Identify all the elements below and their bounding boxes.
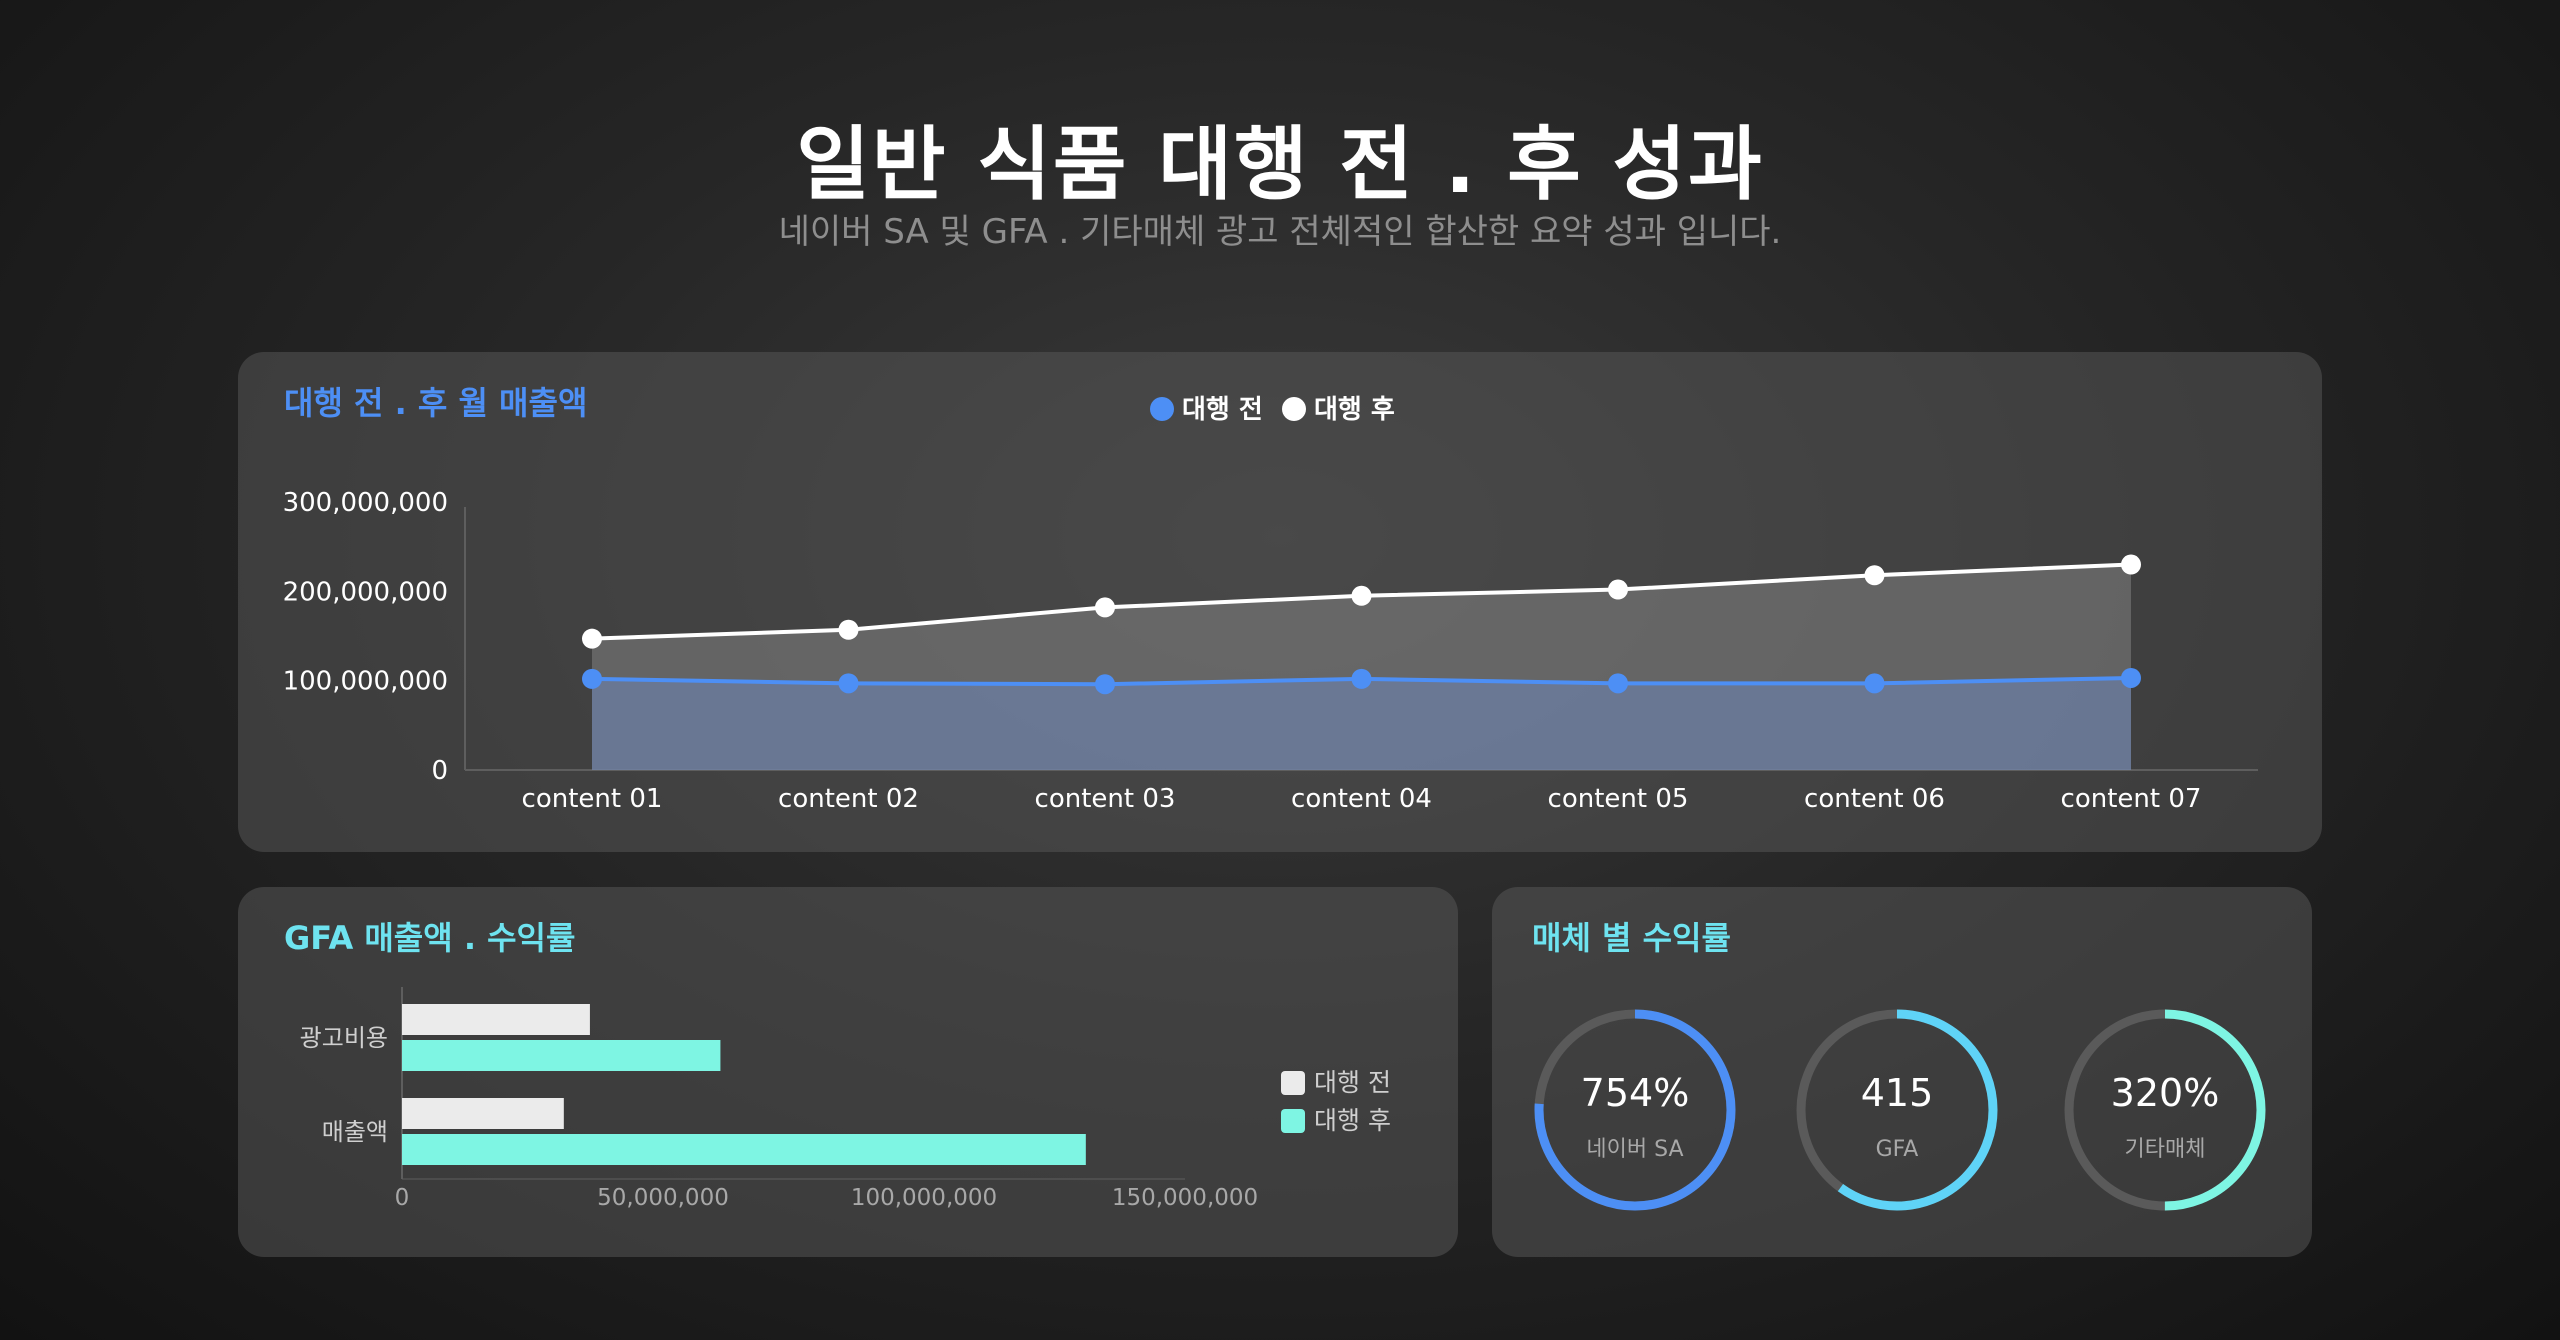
- before-point: [1095, 674, 1115, 695]
- donut-value: 415: [1861, 1071, 1934, 1115]
- y-tick-label: 0: [431, 756, 448, 786]
- y-tick-label: 100,000,000: [283, 667, 448, 697]
- bar-after: [402, 1040, 721, 1071]
- x-tick-label: content 05: [1548, 784, 1689, 814]
- after-point: [838, 619, 859, 640]
- media-roas-title: 매체 별 수익률: [1532, 919, 1731, 957]
- legend-before-label: 대행 전: [1182, 395, 1263, 425]
- after-point: [582, 628, 602, 649]
- monthly-revenue-panel: 대행 전 . 후 월 매출액 300,000,000 200,000,000 100…: [238, 352, 2322, 852]
- x-tick-label: content 04: [1291, 784, 1432, 814]
- after-point: [2121, 554, 2141, 575]
- y-tick-label: 200,000,000: [283, 577, 448, 607]
- before-point: [1608, 673, 1628, 694]
- bar-category-label: 매출액: [322, 1118, 388, 1146]
- bar-x-tick-label: 0: [395, 1185, 410, 1211]
- media-roas-chart: 754% 네이버 SA 415 GFA 320% 기타매체: [1534, 1009, 2266, 1211]
- page-title: 일반 식품 대행 전 . 후 성과: [796, 118, 1764, 211]
- bar-before: [402, 1004, 590, 1035]
- before-point: [2121, 667, 2141, 688]
- x-tick-label: content 07: [2061, 784, 2202, 814]
- after-point: [1608, 579, 1628, 600]
- bar-legend-before-label: 대행 전: [1314, 1068, 1391, 1097]
- donut-label: GFA: [1876, 1137, 1919, 1162]
- donut-arc: [1534, 1009, 1736, 1211]
- donut-arc: [1796, 1009, 1998, 1211]
- x-tick-label: content 03: [1035, 784, 1176, 814]
- donut-label: 기타매체: [2125, 1137, 2206, 1162]
- media-roas-panel: 매체 별 수익률 754% 네이버 SA 415 GFA 320% 기타매체: [1492, 887, 2312, 1257]
- x-tick-label: content 02: [778, 784, 919, 814]
- after-point: [1351, 585, 1372, 606]
- before-point: [838, 673, 859, 694]
- bar-x-tick-label: 50,000,000: [597, 1185, 729, 1211]
- gfa-revenue-title: GFA 매출액 . 수익률: [284, 919, 576, 957]
- bar-legend-before-marker: [1281, 1071, 1305, 1095]
- monthly-revenue-title: 대행 전 . 후 월 매출액: [284, 384, 588, 422]
- after-point: [1095, 597, 1115, 618]
- bar-x-tick-label: 150,000,000: [1112, 1185, 1258, 1211]
- before-area: [592, 677, 2131, 770]
- x-tick-label: content 06: [1804, 784, 1945, 814]
- legend-before-marker: [1150, 397, 1174, 421]
- bar-legend-after-marker: [1281, 1109, 1305, 1133]
- legend-after-marker: [1282, 397, 1306, 421]
- bar-x-tick-label: 100,000,000: [851, 1185, 997, 1211]
- before-point: [582, 668, 602, 689]
- monthly-revenue-chart: 300,000,000 200,000,000 100,000,000 0 conten…: [283, 395, 2258, 814]
- before-point: [1864, 673, 1885, 694]
- legend-after-label: 대행 후: [1314, 395, 1395, 425]
- donut-value: 754%: [1581, 1071, 1690, 1115]
- after-point: [1864, 565, 1885, 586]
- bar-category-label: 광고비용: [300, 1024, 388, 1052]
- x-tick-label: content 01: [522, 784, 663, 814]
- donut-arc: [2064, 1009, 2266, 1211]
- donut-value: 320%: [2111, 1071, 2220, 1115]
- bar-legend-after-label: 대행 후: [1314, 1106, 1391, 1135]
- bar-after: [402, 1134, 1086, 1165]
- bar-before: [402, 1098, 564, 1129]
- page-subtitle: 네이버 SA 및 GFA . 기타매체 광고 전체적인 합산한 요약 성과 입니…: [778, 212, 1782, 252]
- before-point: [1351, 668, 1372, 689]
- donut-label: 네이버 SA: [1586, 1137, 1683, 1162]
- y-tick-label: 300,000,000: [283, 488, 448, 518]
